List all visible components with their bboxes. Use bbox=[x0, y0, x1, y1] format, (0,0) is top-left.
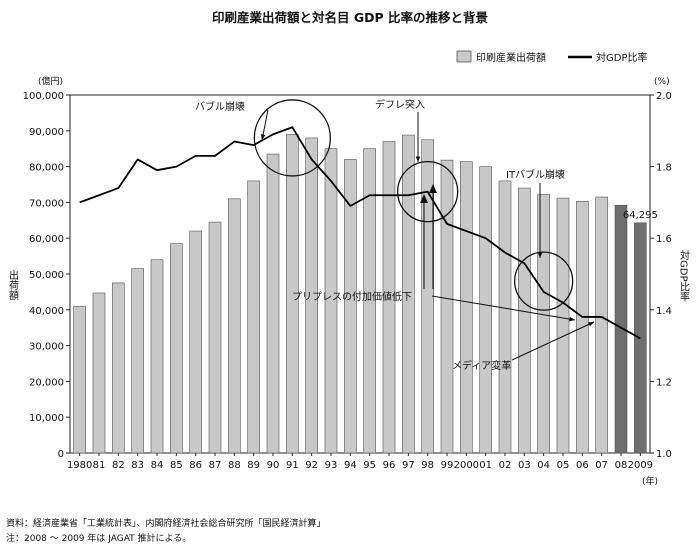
x-tick-label: 85 bbox=[170, 460, 183, 471]
annotation-circle-bubble bbox=[253, 99, 331, 177]
legend-bar-label: 印刷産業出荷額 bbox=[476, 51, 546, 64]
x-tick-label: 2000 bbox=[454, 460, 479, 471]
annotation-bubble-label: バブル崩壊 bbox=[195, 100, 245, 113]
x-tick-label: 02 bbox=[499, 460, 512, 471]
right-tick-label: 1.6 bbox=[656, 234, 672, 245]
x-tick-label: 87 bbox=[209, 460, 222, 471]
chart-title: 印刷産業出荷額と対名目 GDP 比率の推移と背景 bbox=[212, 10, 489, 25]
bar bbox=[73, 305, 86, 454]
data-label: 64,295 bbox=[623, 210, 658, 221]
plot-area: 0 10,000 20,000 30,000 40,000 50,000 60,000 70,… bbox=[23, 91, 672, 471]
annotation-it-label: ITバブル崩壊 bbox=[506, 168, 565, 181]
x-tick-label: 08 bbox=[615, 460, 628, 471]
x-tick-label: 07 bbox=[595, 460, 608, 471]
bar bbox=[440, 159, 454, 454]
bar bbox=[266, 153, 280, 454]
annotation-media-label: メディア変革 bbox=[452, 359, 511, 372]
x-tick-label: 82 bbox=[112, 460, 125, 471]
right-axis-unit: (%) bbox=[654, 77, 670, 87]
x-tick-label: 98 bbox=[421, 460, 434, 471]
bar bbox=[150, 259, 164, 454]
right-tick-label: 1.2 bbox=[656, 377, 672, 388]
left-tick-label: 30,000 bbox=[29, 342, 64, 353]
annotation-circle-it bbox=[514, 251, 574, 311]
bar bbox=[208, 221, 222, 454]
x-tick-label: 05 bbox=[557, 460, 570, 471]
left-tick-label: 90,000 bbox=[29, 127, 64, 138]
left-tick-label: 50,000 bbox=[29, 270, 64, 281]
footnote-estimate: 注：2008 ～ 2009 年は JAGAT 推計による。 bbox=[6, 532, 191, 544]
bar bbox=[498, 180, 512, 454]
x-tick-label: 04 bbox=[537, 460, 550, 471]
bar bbox=[170, 243, 183, 454]
x-tick-label: 96 bbox=[383, 460, 396, 471]
x-tick-label: 92 bbox=[305, 460, 318, 471]
x-tick-label: 81 bbox=[93, 460, 106, 471]
left-tick-label: 70,000 bbox=[29, 198, 64, 209]
x-tick-label: 01 bbox=[479, 460, 492, 471]
left-axis-unit: (億円) bbox=[38, 75, 63, 87]
annotation-arrow-it-head bbox=[537, 252, 543, 258]
annotation-circle-deflation bbox=[397, 161, 459, 223]
annotation-arrow-prepress-c-head bbox=[569, 316, 575, 322]
annotation-deflation-label: デフレ突入 bbox=[375, 98, 425, 111]
x-tick-label: 90 bbox=[267, 460, 280, 471]
x-tick-label: 89 bbox=[247, 460, 260, 471]
annotation-arrow-prepress-c bbox=[431, 295, 576, 321]
x-tick-label: 83 bbox=[131, 460, 144, 471]
x-tick-label: 06 bbox=[576, 460, 589, 471]
x-tick-label: 99 bbox=[441, 460, 454, 471]
bar bbox=[228, 198, 241, 454]
x-tick-label: 93 bbox=[325, 460, 338, 471]
left-tick-label: 40,000 bbox=[29, 306, 64, 317]
right-tick-label: 1.0 bbox=[656, 449, 672, 460]
bar bbox=[595, 196, 608, 454]
legend-line-label: 対GDP比率 bbox=[596, 51, 647, 64]
annotation-arrow-bubble-head bbox=[260, 134, 266, 140]
gdp-ratio-line bbox=[79, 126, 641, 340]
x-tick-label: 2009 bbox=[628, 460, 653, 471]
bar bbox=[247, 180, 260, 454]
annotation-arrow-prepress-a-head bbox=[420, 194, 428, 203]
left-tick-label: 60,000 bbox=[29, 234, 64, 245]
x-axis-unit: (年) bbox=[642, 475, 658, 487]
right-tick-label: 2.0 bbox=[656, 91, 672, 102]
bar bbox=[537, 194, 550, 454]
x-tick-label: 86 bbox=[189, 460, 202, 471]
right-tick-label: 1.8 bbox=[656, 163, 672, 174]
x-tick-label: 97 bbox=[402, 460, 415, 471]
left-tick-label: 0 bbox=[58, 449, 64, 460]
bar bbox=[131, 268, 144, 454]
bar bbox=[112, 282, 125, 454]
x-tick-label: 1980 bbox=[67, 460, 92, 471]
left-tick-label: 100,000 bbox=[23, 91, 64, 102]
bar bbox=[189, 230, 202, 454]
bar bbox=[460, 161, 473, 454]
annotation-arrow-media-head bbox=[588, 322, 594, 327]
bar bbox=[518, 187, 531, 454]
legend-bar-swatch bbox=[456, 50, 472, 63]
left-axis-label: 出荷額 bbox=[7, 269, 19, 301]
left-tick-label: 10,000 bbox=[29, 413, 64, 424]
x-tick-label: 94 bbox=[344, 460, 357, 471]
x-tick-label: 88 bbox=[228, 460, 241, 471]
x-tick-label: 03 bbox=[518, 460, 531, 471]
bar bbox=[479, 166, 492, 454]
right-axis-label: 対GDP比率 bbox=[678, 249, 690, 302]
bar bbox=[556, 197, 570, 454]
footnote-source: 資料：経済産業省「工業統計表」、内閣府経済社会総合研究所「国民経済計算」 bbox=[6, 517, 326, 529]
annotation-arrow-media bbox=[511, 321, 595, 361]
x-tick-label: 91 bbox=[286, 460, 299, 471]
bar bbox=[92, 292, 106, 454]
x-tick-label: 84 bbox=[151, 460, 164, 471]
left-tick-label: 80,000 bbox=[29, 163, 64, 174]
annotation-arrow-deflation-head bbox=[415, 156, 421, 162]
x-tick-label: 95 bbox=[363, 460, 376, 471]
annotation-arrow-prepress-b-head bbox=[429, 184, 437, 193]
left-tick-label: 20,000 bbox=[29, 377, 64, 388]
right-tick-label: 1.4 bbox=[656, 306, 672, 317]
annotation-prepress-label: プリプレスの付加価値低下 bbox=[292, 290, 412, 303]
